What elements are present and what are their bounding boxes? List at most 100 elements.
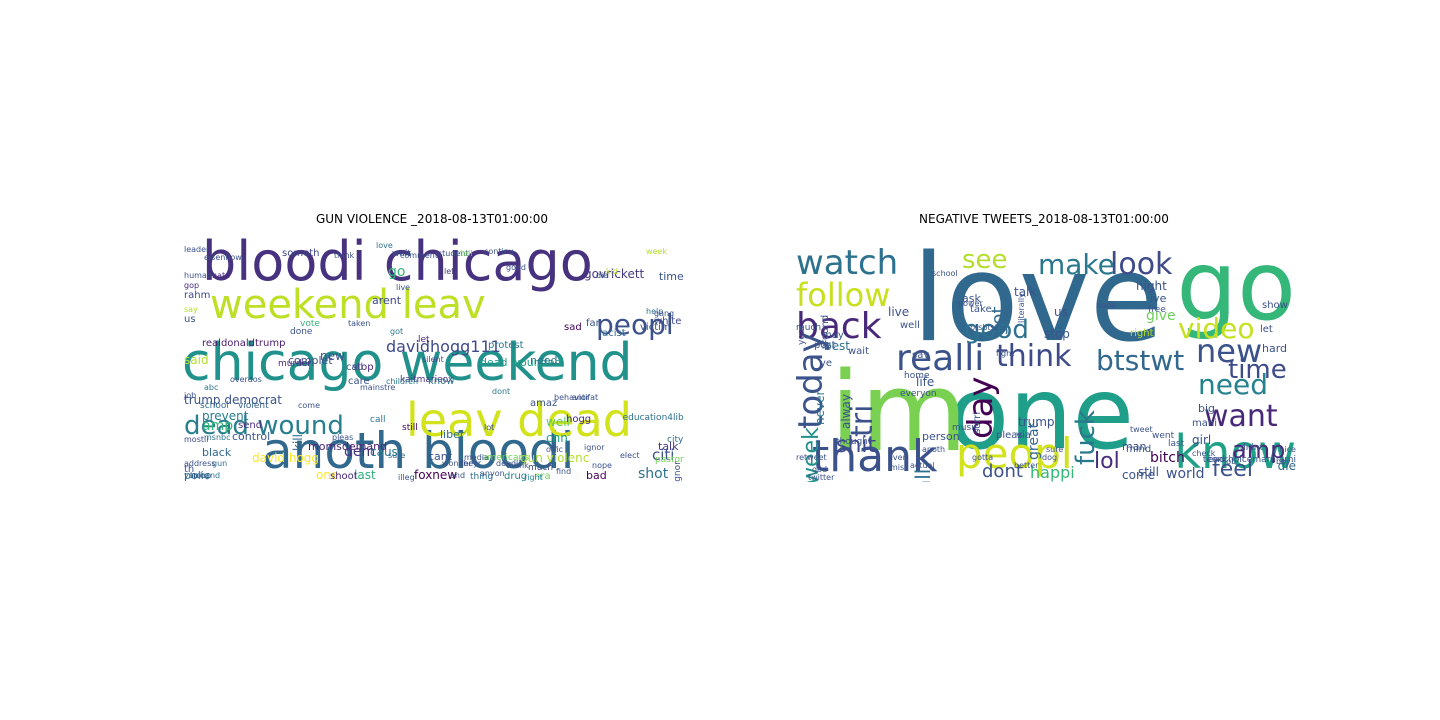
word-elect: elect [620,451,640,460]
word-talk: talk [1014,285,1036,299]
word-thought: thought [836,437,872,447]
word-city: city [667,435,684,445]
word-good: good [506,263,526,272]
word-murder: murder [278,359,311,369]
word-deadli: deadli [496,459,520,468]
word-life: life [916,375,934,389]
word-ive: ive [1150,292,1167,305]
word-chicago-weekend: chicago weekend [182,333,633,393]
word-still: still [402,423,418,433]
word-need: need [1198,368,1268,401]
word-happi: happi [1030,463,1075,482]
negative-tweets-wordcloud: love one im go know thank peopl watch follow back… [792,230,1296,482]
word-one: one [948,355,1134,472]
word-love: love [376,241,393,250]
word-mani: mani [1192,418,1217,429]
word-hard: hard [1262,342,1287,355]
word-everyon: everyon [900,389,937,399]
word-silent: silent [422,355,444,364]
word-got: got [988,307,1009,337]
gun-violence-panel: GUN VIOLENCE _2018-08-13T01:00:00 bloodi… [180,212,684,484]
word-fuck: fuck [1071,410,1101,465]
word-right: right [524,473,543,482]
word-job: job [183,391,196,400]
word-literally: literally [1017,293,1026,323]
word-big: big [1198,402,1215,415]
word-dont: dont [492,387,510,396]
word-help: help [646,307,663,316]
word-watch: watch [796,243,898,283]
word-protest: protest [488,340,524,351]
word-live: live [396,283,410,292]
word-miss: miss [890,463,908,472]
word-new: new [1196,332,1262,370]
word-time: time [659,270,684,283]
word-signor: signor [673,461,683,482]
word-alway: alway [839,394,853,429]
word-weekend-leav: weekend leav [210,282,486,328]
word-let: let [418,335,430,345]
word-hate: hate [212,271,230,280]
word-illeg: illeg [398,473,415,482]
word-govrickett: govrickett [584,267,645,281]
word-ye: ye [820,358,832,369]
word-twitter: twitter [808,473,835,482]
word-said: said [184,353,209,367]
word-well: well [900,320,920,331]
word-follow: follow [796,276,890,314]
word-trump: trump [1018,415,1055,429]
word-someth: someth [282,248,319,259]
word-foxnew: foxnew [414,468,457,482]
word-nra: nra [534,471,551,482]
word-abc: abc [204,383,218,392]
word-night: night [1136,279,1167,293]
word-shoot: shoot [330,471,358,482]
word-education4lib: education4lib [623,413,684,423]
word-victim: victim [640,322,671,333]
word-peopl: peopl [596,308,674,341]
word-wait: wait [392,249,411,259]
word-man: man [1122,440,1146,453]
word-ignor: ignor [584,443,605,452]
word-anyon: anyon [480,469,505,478]
word-much: much [528,463,553,473]
word-americans: americans [482,453,529,463]
word-gun-violenc: gun violenc [520,451,589,465]
word-home: home [904,371,930,381]
word-school: school [932,269,958,278]
word-fight: fight [996,349,1014,358]
word-control: control [232,430,270,443]
word-look: look [1110,247,1173,282]
word-cant: cant [428,450,453,463]
word-btstwt: btstwt [1096,344,1184,377]
word-better: better [1014,461,1039,470]
negative-tweets-panel: NEGATIVE TWEETS_2018-08-13T01:00:00 love… [792,212,1296,484]
word-left: left [444,267,457,276]
word-sad: sad [564,322,582,333]
word-momsdemand: momsdemand [308,440,387,453]
word-make: make [1038,248,1115,281]
word-think: think [996,339,1072,374]
word-amp: amp [1232,436,1285,464]
word-bad: bad [586,469,607,482]
word-find: find [556,467,571,476]
word-arent: arent [372,294,402,307]
word-tri: tri [845,405,880,437]
word-dog: dog [1042,453,1057,462]
word-gop: gop [184,281,199,290]
word-still: still [1138,465,1159,479]
word-call: call [911,469,935,482]
word-drug: drug [504,471,527,482]
word-shot: shot [638,466,669,482]
word-peopl: peopl [956,429,1073,478]
word-trump-democrat: trump democrat [184,393,282,407]
word-kaitmarieox: kaitmarieox [400,375,454,385]
word-leader: leader [184,245,210,254]
word-tell: tell [460,249,473,258]
word-anoth-bloodi: anoth bloodi [262,422,575,480]
word-realli: realli [896,338,984,379]
word-girl: girl [1192,433,1211,447]
word-nope: nope [1096,301,1116,310]
